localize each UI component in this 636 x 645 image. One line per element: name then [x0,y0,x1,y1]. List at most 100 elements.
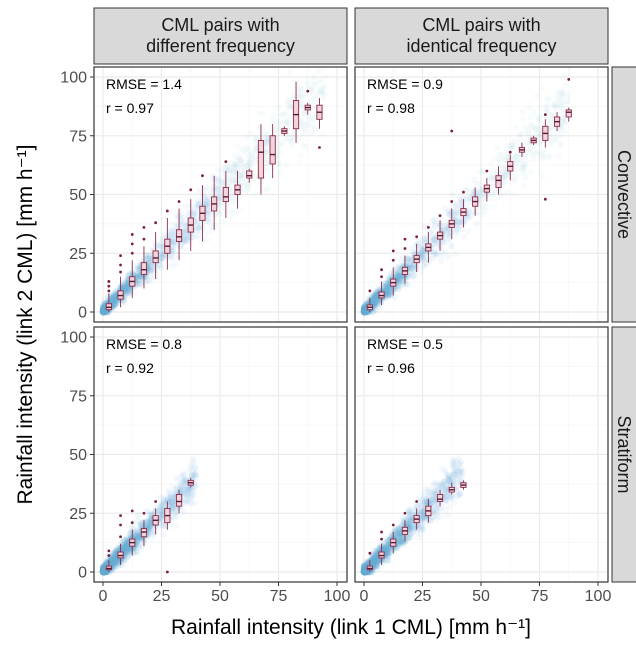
data-point [150,529,157,536]
data-point [522,174,529,181]
data-point [536,133,543,140]
data-point [99,568,107,576]
data-point [217,185,224,192]
data-point [133,548,140,556]
data-point [309,76,316,83]
data-point [100,306,107,314]
data-point [237,156,244,163]
data-point [100,308,108,316]
data-point [393,273,401,281]
data-point [102,308,110,315]
data-point [531,124,538,131]
data-point [361,305,368,312]
data-point [464,215,471,222]
data-point [160,497,168,504]
data-point [361,306,368,314]
data-point [361,307,369,314]
data-point [241,166,248,173]
data-point [110,300,118,308]
data-point [459,194,467,201]
data-point [486,195,493,203]
data-point [474,190,481,198]
data-point [110,550,117,558]
data-point [240,167,247,175]
data-point [384,288,391,296]
data-point [396,278,404,285]
data-point [240,147,248,154]
data-point [520,162,527,169]
data-point [360,305,368,313]
data-point [214,177,221,184]
data-point [99,308,107,316]
data-point [453,208,460,215]
data-point [237,172,244,180]
data-point [100,308,108,316]
data-point [245,161,252,169]
data-point [146,520,153,527]
box [257,139,265,179]
data-point [108,294,115,302]
data-point [99,568,107,576]
data-point [165,227,173,234]
data-point [504,171,512,179]
data-point [204,201,211,208]
data-point [477,168,484,175]
data-point [417,245,425,252]
data-point [124,286,131,293]
outlier-point [142,226,146,229]
data-point [100,568,107,576]
data-point [433,250,440,257]
data-point [489,174,496,181]
data-point [252,173,260,181]
data-point [111,555,119,562]
data-point [99,308,107,315]
data-point [406,265,414,273]
data-point [496,162,503,170]
data-point [263,134,271,142]
data-point [215,176,222,184]
data-point [410,261,417,269]
data-point [371,299,378,306]
outlier-point [450,129,454,133]
data-point [428,238,436,245]
data-point [361,305,368,312]
data-point [252,147,259,154]
data-point [500,177,508,184]
data-point [150,261,157,269]
data-point [157,512,164,519]
data-point [360,308,368,316]
data-point [371,301,378,308]
data-point [310,81,318,88]
data-point [465,227,472,235]
data-point [369,298,376,306]
outlier-point [107,284,111,288]
data-point [109,294,117,301]
data-point [99,308,107,316]
data-point [478,203,485,211]
data-point [158,263,165,271]
data-point [361,305,368,313]
data-point [361,308,368,315]
data-point [492,155,499,162]
data-point [109,297,116,305]
data-point [461,219,468,227]
data-point [99,308,107,316]
data-point [99,307,107,315]
data-point [100,568,107,576]
data-point [546,153,553,161]
data-point [214,186,222,193]
data-point [199,190,207,198]
data-point [134,537,141,545]
data-point [111,293,118,301]
data-point [535,140,543,147]
data-point [361,306,368,313]
data-point [99,308,107,316]
data-point [481,208,489,215]
data-point [384,284,391,292]
data-point [511,137,518,145]
data-point [370,297,377,304]
data-point [394,285,402,292]
data-point [102,308,109,316]
data-point [461,216,468,224]
data-point [190,488,197,495]
